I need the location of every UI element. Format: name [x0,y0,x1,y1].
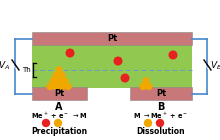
Text: Pt: Pt [107,34,117,43]
Text: Me$^+$ + e$^-$ $\rightarrow$M: Me$^+$ + e$^-$ $\rightarrow$M [31,110,87,121]
Circle shape [55,120,62,127]
Circle shape [140,83,146,89]
Circle shape [145,120,152,127]
Circle shape [62,78,68,84]
Circle shape [121,74,129,82]
Circle shape [114,57,122,65]
Circle shape [66,49,74,57]
Text: Dissolution: Dissolution [137,127,185,136]
Circle shape [50,78,56,84]
Text: Pt: Pt [156,89,166,98]
Text: B: B [157,102,165,112]
Text: Th: Th [22,67,31,73]
Bar [130,87,192,100]
Circle shape [59,73,65,79]
Circle shape [59,83,65,89]
Circle shape [42,120,50,127]
Bar [32,87,87,100]
Bar [32,32,192,45]
Text: A: A [55,102,63,112]
Circle shape [156,120,163,127]
Circle shape [56,78,62,84]
Text: Precipitation: Precipitation [31,127,87,136]
Circle shape [146,83,152,89]
Circle shape [169,51,177,59]
Circle shape [53,83,59,89]
Circle shape [47,83,53,89]
Text: $V_A$: $V_A$ [0,60,10,72]
Circle shape [56,67,62,73]
Text: Pt: Pt [54,89,64,98]
Text: M $\rightarrow$Me$^+$ + e$^-$: M $\rightarrow$Me$^+$ + e$^-$ [134,110,189,121]
Text: $V_B$: $V_B$ [210,60,220,72]
Circle shape [65,83,71,89]
Circle shape [53,73,59,79]
Bar [32,45,192,88]
Circle shape [143,78,149,84]
